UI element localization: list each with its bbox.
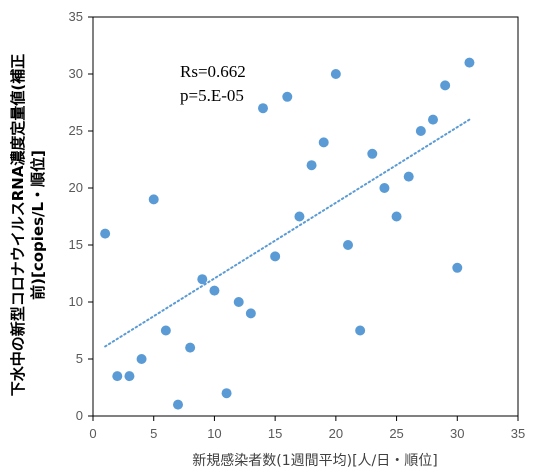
annotation-p: p=5.E-05 (180, 86, 244, 105)
x-tick-label: 30 (450, 426, 464, 441)
data-point (440, 80, 451, 91)
y-tick-label: 30 (69, 66, 83, 81)
data-point (136, 354, 147, 364)
x-tick-labels: 0 5 10 15 20 25 30 35 (89, 416, 525, 441)
x-tick-label: 35 (511, 426, 525, 441)
y-axis-label: 下水中の新型コロナウイルスRNA濃度定量値(補正 前)[copies/L・順位] (9, 54, 47, 397)
data-point (197, 274, 208, 285)
data-point (148, 194, 159, 205)
data-point (100, 228, 111, 239)
data-point (415, 126, 426, 136)
data-point (160, 325, 171, 336)
data-point (464, 57, 475, 68)
x-tick-label: 25 (389, 426, 403, 441)
data-point (452, 262, 463, 273)
y-tick-label: 5 (76, 351, 83, 366)
data-point (221, 388, 232, 399)
y-tick-labels: 0 5 10 15 20 25 30 35 (69, 9, 93, 423)
x-tick-label: 5 (150, 426, 157, 441)
data-point (124, 371, 135, 382)
data-point (306, 160, 317, 171)
y-tick-label: 15 (69, 237, 83, 252)
data-point (245, 308, 256, 319)
data-point (282, 91, 293, 102)
data-point (209, 285, 220, 296)
data-point (185, 342, 196, 353)
y-axis-label-line-1: 下水中の新型コロナウイルスRNA濃度定量値(補正 (9, 54, 27, 397)
data-point (330, 69, 341, 79)
data-point (403, 171, 414, 182)
data-point (428, 114, 438, 125)
y-axis-label-line-2: 前)[copies/L・順位] (29, 150, 47, 300)
data-points (100, 57, 475, 410)
x-tick-label: 15 (268, 426, 282, 441)
y-tick-label: 10 (69, 294, 83, 309)
y-tick-label: 25 (69, 123, 83, 138)
axes (92, 16, 519, 417)
data-point (318, 137, 329, 148)
x-tick-label: 10 (207, 426, 221, 441)
data-point (343, 240, 353, 250)
data-point (112, 371, 123, 382)
data-point (233, 297, 244, 307)
data-point (294, 211, 305, 222)
data-point (270, 251, 281, 262)
data-point (258, 103, 268, 114)
y-tick-label: 35 (69, 9, 83, 24)
plot-area-frame (92, 16, 519, 417)
data-point (173, 399, 183, 410)
y-tick-label: 20 (69, 180, 83, 195)
x-axis-label: 新規感染者数(1週間平均)[人/日・順位] (192, 452, 437, 469)
trendline-group (104, 118, 471, 348)
annotation-rs: Rs=0.662 (180, 62, 246, 81)
data-point (355, 325, 366, 336)
x-tick-label: 20 (329, 426, 343, 441)
trendline (104, 118, 471, 348)
y-tick-label: 0 (76, 408, 83, 423)
data-point (391, 211, 402, 222)
data-point (379, 183, 390, 193)
x-tick-label: 0 (89, 426, 96, 441)
data-point (367, 148, 378, 159)
